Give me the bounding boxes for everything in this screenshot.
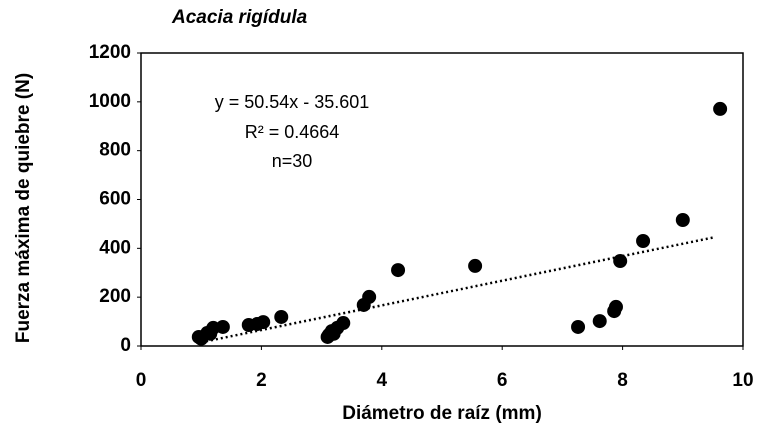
annotation: n=30 bbox=[272, 151, 313, 171]
point bbox=[362, 289, 377, 304]
point bbox=[391, 263, 406, 278]
chart-title: Acacia rigídula bbox=[171, 7, 308, 28]
trendline bbox=[200, 236, 714, 344]
point bbox=[592, 314, 607, 329]
point bbox=[675, 213, 690, 228]
point bbox=[336, 316, 351, 331]
point bbox=[468, 258, 483, 273]
y-tick-label: 1200 bbox=[89, 42, 131, 63]
y-tick-label: 0 bbox=[120, 335, 131, 356]
y-tick-label: 800 bbox=[99, 140, 131, 161]
annotation: R² = 0.4664 bbox=[245, 122, 340, 142]
x-axis-label: Diámetro de raíz (mm) bbox=[342, 403, 542, 424]
point bbox=[636, 234, 651, 249]
point bbox=[608, 299, 623, 314]
point bbox=[613, 254, 628, 269]
point bbox=[256, 315, 271, 330]
x-tick-label: 6 bbox=[497, 370, 508, 391]
y-axis-label: Fuerza máxima de quiebre (N) bbox=[13, 73, 34, 343]
x-tick-label: 0 bbox=[136, 370, 147, 391]
point bbox=[215, 319, 230, 334]
x-tick-label: 4 bbox=[377, 370, 388, 391]
x-tick-label: 10 bbox=[732, 370, 753, 391]
y-tick-label: 600 bbox=[99, 189, 131, 210]
y-tick-label: 200 bbox=[99, 286, 131, 307]
x-tick-label: 8 bbox=[617, 370, 628, 391]
point bbox=[274, 309, 289, 324]
point bbox=[713, 101, 728, 116]
x-tick-label: 2 bbox=[256, 370, 267, 391]
y-tick-label: 400 bbox=[99, 237, 131, 258]
y-tick-label: 1000 bbox=[89, 91, 131, 112]
point bbox=[571, 319, 586, 334]
annotation: y = 50.54x - 35.601 bbox=[215, 92, 370, 112]
